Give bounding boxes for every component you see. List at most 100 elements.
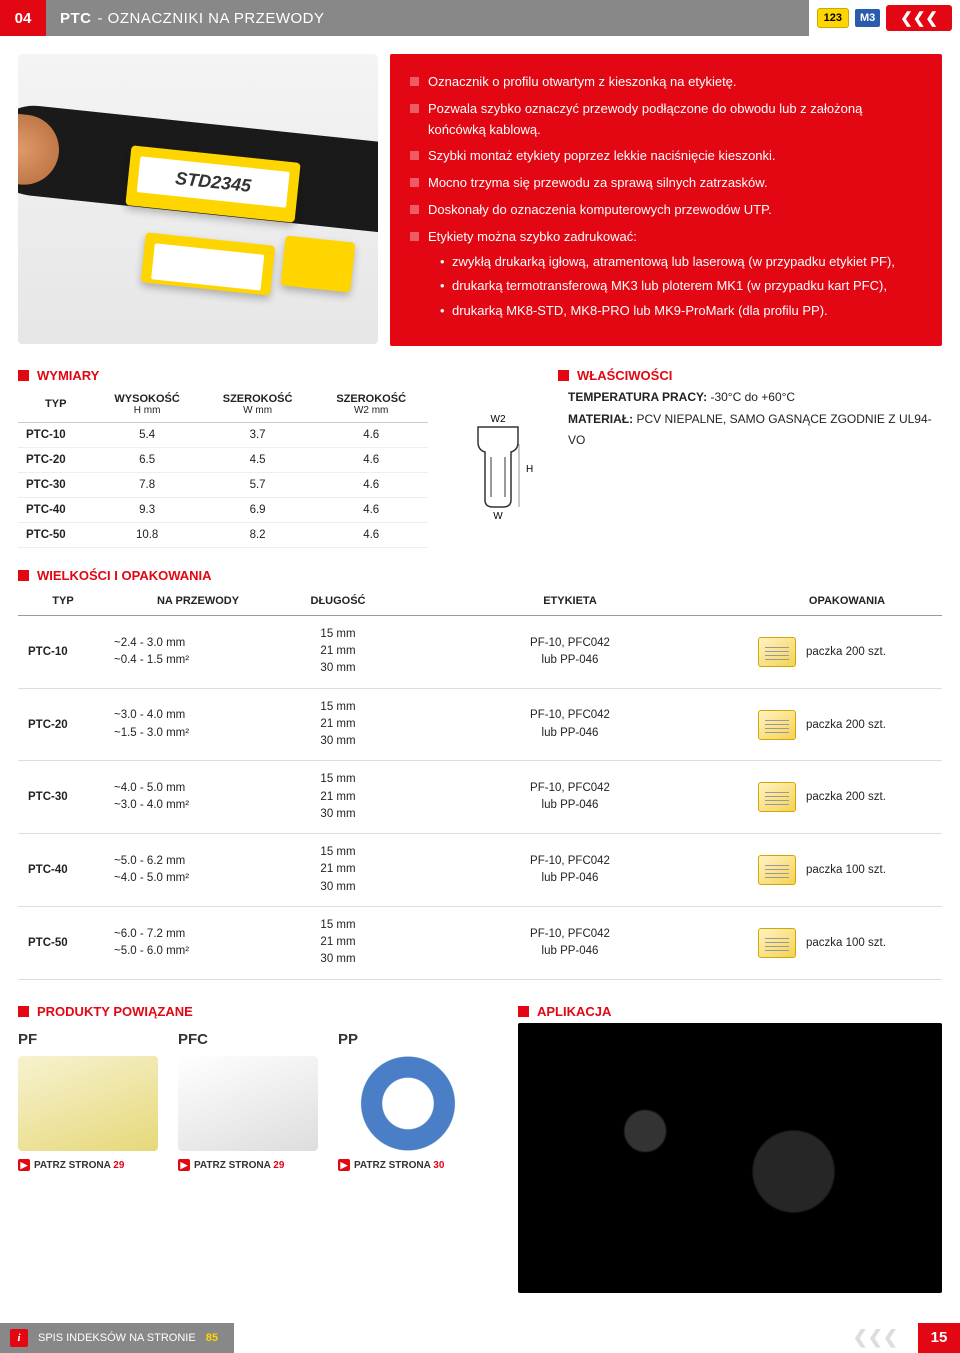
chapter-number: 04 <box>0 0 46 36</box>
related-page: 29 <box>273 1160 284 1171</box>
th-etykieta: ETYKIETA <box>388 587 752 616</box>
cell-h: 9.3 <box>93 497 200 522</box>
feature-sub-bullet: zwykłą drukarką igłową, atramentową lub … <box>440 252 922 273</box>
feature-bullet: Etykiety można szybko zadrukować:zwykłą … <box>410 227 922 322</box>
th-przewody: NA PRZEWODY <box>108 587 288 616</box>
feature-bullet: Pozwala szybko oznaczyć przewody podłącz… <box>410 99 922 141</box>
cell-w2: 4.6 <box>314 522 428 547</box>
hero-row: STD2345 Oznacznik o profilu otwartym z k… <box>0 36 960 364</box>
related-application-row: PF ▶PATRZ STRONA 29 PFC ▶PATRZ STRONA 29 PP ▶… <box>0 1023 960 1317</box>
cell-etykieta: PF-10, PFC042lub PP-046 <box>388 615 752 688</box>
related-name: PP <box>338 1031 478 1048</box>
header-badges: 123 M3 ❮❮❮ <box>809 0 960 36</box>
cell-dlugosc: 15 mm21 mm30 mm <box>288 688 388 761</box>
feature-bullet: Szybki montaż etykiety poprzez lekkie na… <box>410 146 922 167</box>
related-link: ▶PATRZ STRONA 29 <box>18 1159 158 1171</box>
footer-index-text: SPIS INDEKSÓW NA STRONIE <box>38 1332 196 1344</box>
feature-bullet: Mocno trzyma się przewodu za sprawą siln… <box>410 173 922 194</box>
th-w: SZEROKOŚĆW mm <box>201 387 315 423</box>
dimensions-table: TYP WYSOKOŚĆH mm SZEROKOŚĆW mm SZEROKOŚĆ… <box>18 387 428 548</box>
cell-etykieta: PF-10, PFC042lub PP-046 <box>388 906 752 979</box>
feature-box: Oznacznik o profilu otwartym z kieszonką… <box>390 54 942 346</box>
cell-opakowania: paczka 200 szt. <box>752 688 942 761</box>
brand-logo-icon: ❮❮❮ <box>886 5 952 31</box>
cell-etykieta: PF-10, PFC042lub PP-046 <box>388 761 752 834</box>
related-name: PFC <box>178 1031 318 1048</box>
arrow-icon: ▶ <box>18 1159 30 1171</box>
badge-m3: M3 <box>855 9 880 27</box>
th-w2: SZEROKOŚĆW2 mm <box>314 387 428 423</box>
footer-index-link: i SPIS INDEKSÓW NA STRONIE 85 <box>0 1323 234 1353</box>
related-page: 30 <box>433 1160 444 1171</box>
table-row: PTC-50~6.0 - 7.2 mm~5.0 - 6.0 mm²15 mm21… <box>18 906 942 979</box>
cell-w: 3.7 <box>201 422 315 447</box>
cell-przewody: ~2.4 - 3.0 mm~0.4 - 1.5 mm² <box>108 615 288 688</box>
related-thumbnail <box>18 1056 158 1151</box>
section-heading-properties: WŁAŚCIWOŚCI <box>558 368 942 383</box>
temp-label: TEMPERATURA PRACY: <box>568 390 707 404</box>
cell-h: 6.5 <box>93 447 200 472</box>
cell-przewody: ~3.0 - 4.0 mm~1.5 - 3.0 mm² <box>108 688 288 761</box>
table-row: PTC-5010.88.24.6 <box>18 522 428 547</box>
table-row: PTC-40~5.0 - 6.2 mm~4.0 - 5.0 mm²15 mm21… <box>18 834 942 907</box>
feature-bullet: Oznacznik o profilu otwartym z kieszonką… <box>410 72 922 93</box>
table-row: PTC-20~3.0 - 4.0 mm~1.5 - 3.0 mm²15 mm21… <box>18 688 942 761</box>
related-link: ▶PATRZ STRONA 29 <box>178 1159 318 1171</box>
table-row: PTC-409.36.94.6 <box>18 497 428 522</box>
table-row: PTC-30~4.0 - 5.0 mm~3.0 - 4.0 mm²15 mm21… <box>18 761 942 834</box>
cell-typ: PTC-50 <box>18 522 93 547</box>
label-w2: W2 <box>491 414 506 425</box>
cell-opakowania: paczka 200 szt. <box>752 761 942 834</box>
page-footer: i SPIS INDEKSÓW NA STRONIE 85 ❮❮❮ 15 <box>0 1317 960 1353</box>
related-thumbnail <box>178 1056 318 1151</box>
cell-w2: 4.6 <box>314 472 428 497</box>
properties-text: TEMPERATURA PRACY: -30°C do +60°C MATERI… <box>568 387 942 548</box>
cell-opakowania: paczka 100 szt. <box>752 834 942 907</box>
label-h: H <box>526 464 533 475</box>
cell-przewody: ~6.0 - 7.2 mm~5.0 - 6.0 mm² <box>108 906 288 979</box>
marker-label: STD2345 <box>137 156 290 207</box>
footer-index-page: 85 <box>206 1332 218 1344</box>
related-link: ▶PATRZ STRONA 30 <box>338 1159 478 1171</box>
material-label: MATERIAŁ: <box>568 412 633 426</box>
application-block <box>518 1023 942 1293</box>
feature-sub-bullet: drukarką termotransferową MK3 lub ploter… <box>440 276 922 297</box>
related-products: PF ▶PATRZ STRONA 29 PFC ▶PATRZ STRONA 29 PP ▶… <box>18 1023 498 1293</box>
cell-typ: PTC-40 <box>18 834 108 907</box>
cell-w: 5.7 <box>201 472 315 497</box>
product-photo: STD2345 <box>18 54 378 344</box>
th-typ: TYP <box>18 587 108 616</box>
section-heading-application: APLIKACJA <box>518 1004 942 1019</box>
cell-etykieta: PF-10, PFC042lub PP-046 <box>388 688 752 761</box>
page-header: 04 PTC - OZNACZNIKI NA PRZEWODY 123 M3 ❮… <box>0 0 960 36</box>
cell-typ: PTC-10 <box>18 422 93 447</box>
cell-typ: PTC-30 <box>18 472 93 497</box>
related-item: PP ▶PATRZ STRONA 30 <box>338 1031 478 1171</box>
cell-w2: 4.6 <box>314 447 428 472</box>
related-thumbnail <box>338 1056 478 1151</box>
footer-page-number: 15 <box>918 1323 960 1353</box>
table-row: PTC-307.85.74.6 <box>18 472 428 497</box>
related-item: PF ▶PATRZ STRONA 29 <box>18 1031 158 1171</box>
cell-opakowania: paczka 200 szt. <box>752 615 942 688</box>
title-text: - OZNACZNIKI NA PRZEWODY <box>98 10 325 27</box>
arrow-icon: ▶ <box>338 1159 350 1171</box>
package-icon <box>758 928 796 958</box>
package-icon <box>758 855 796 885</box>
badge-123: 123 <box>817 8 849 28</box>
section-heading-packaging: WIELKOŚCI I OPAKOWANIA <box>18 568 942 583</box>
cell-dlugosc: 15 mm21 mm30 mm <box>288 834 388 907</box>
cell-etykieta: PF-10, PFC042lub PP-046 <box>388 834 752 907</box>
cell-typ: PTC-40 <box>18 497 93 522</box>
cell-w2: 4.6 <box>314 422 428 447</box>
product-code: PTC <box>60 10 92 27</box>
related-name: PF <box>18 1031 158 1048</box>
section-heading-dimensions: WYMIARY <box>18 368 522 383</box>
feature-bullet: Doskonały do oznaczenia komputerowych pr… <box>410 200 922 221</box>
th-dlugosc: DŁUGOŚĆ <box>288 587 388 616</box>
application-photo <box>518 1023 942 1293</box>
cell-typ: PTC-20 <box>18 688 108 761</box>
cell-w2: 4.6 <box>314 497 428 522</box>
cell-w: 8.2 <box>201 522 315 547</box>
cell-typ: PTC-20 <box>18 447 93 472</box>
